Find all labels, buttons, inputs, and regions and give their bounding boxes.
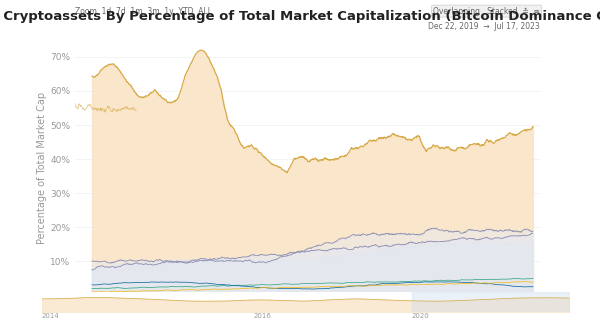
Y-axis label: Percentage of Total Market Cap: Percentage of Total Market Cap [37, 92, 47, 244]
Text: Dec 22, 2019  →  Jul 17, 2023: Dec 22, 2019 → Jul 17, 2023 [428, 22, 540, 31]
Text: 2020: 2020 [412, 313, 430, 319]
Bar [412, 292, 570, 312]
Text: Major Cryptoassets By Percentage of Total Market Capitalization (Bitcoin Dominan: Major Cryptoassets By Percentage of Tota… [0, 10, 600, 23]
Text: 2014: 2014 [42, 313, 60, 319]
Text: Zoom  1d  7d  1m  3m  1y  YTD  ALL: Zoom 1d 7d 1m 3m 1y YTD ALL [75, 7, 212, 16]
Text: Overlapping   Stacked  ≛  ≡: Overlapping Stacked ≛ ≡ [433, 7, 540, 16]
Text: 2016: 2016 [253, 313, 271, 319]
